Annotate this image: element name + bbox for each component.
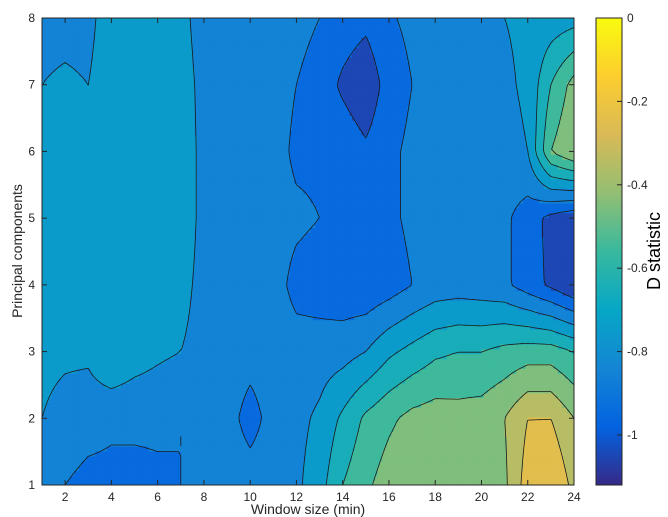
- colorbar-tick-label: -0.8: [627, 345, 648, 359]
- colorbar: [595, 17, 623, 486]
- contour-lines: [42, 18, 574, 485]
- contour-line: [64, 18, 574, 485]
- x-tick-label: 8: [201, 490, 208, 504]
- x-tick-label: 18: [429, 490, 443, 504]
- colorbar-label: D statistic: [644, 212, 664, 290]
- colorbar-tick-label: 0: [627, 11, 634, 25]
- y-tick-label: 1: [28, 478, 35, 492]
- x-tick-label: 20: [475, 490, 489, 504]
- contour-line: [520, 418, 570, 485]
- x-tick-label: 4: [108, 490, 115, 504]
- x-tick-label: 6: [154, 490, 161, 504]
- x-axis-label: Window size (min): [251, 501, 365, 517]
- colorbar-tick-label: -1: [627, 428, 638, 442]
- contour-plot-area: [42, 18, 574, 485]
- y-tick-label: 2: [28, 411, 35, 425]
- x-tick-label: 22: [521, 490, 535, 504]
- colorbar-tick-label: -0.6: [627, 261, 648, 275]
- contour-line: [325, 27, 574, 485]
- y-tick-label: 5: [28, 211, 35, 225]
- x-tick-label: 24: [567, 490, 581, 504]
- y-axis: 1 2 3 4 5 6 7 8: [28, 11, 574, 492]
- y-tick-label: 4: [28, 278, 35, 292]
- x-tick-label: 2: [62, 490, 69, 504]
- x-axis: 2 4 6 8 10 12 14 16 18 20 22 24: [62, 18, 581, 504]
- contour-line: [42, 18, 574, 485]
- contour-line: [336, 35, 574, 299]
- y-tick-label: 7: [28, 78, 35, 92]
- contour-line: [372, 74, 574, 485]
- x-tick-label: 12: [290, 490, 304, 504]
- y-axis-label: Principal components: [9, 184, 25, 318]
- y-tick-label: 6: [28, 144, 35, 158]
- colorbar-tick-label: -0.2: [627, 94, 648, 108]
- colorbar-tick-label: -0.4: [627, 178, 648, 192]
- contour-line: [504, 391, 574, 485]
- x-tick-label: 14: [336, 490, 350, 504]
- y-tick-label: 8: [28, 11, 35, 25]
- x-tick-label: 10: [243, 490, 257, 504]
- y-tick-label: 3: [28, 345, 35, 359]
- contour-line: [342, 51, 574, 485]
- contour-fill: [42, 18, 574, 485]
- colorbar-ticks: 0 -0.2 -0.4 -0.6 -0.8 -1: [617, 11, 648, 442]
- x-tick-label: 16: [382, 490, 396, 504]
- plot-frame: [41, 17, 575, 486]
